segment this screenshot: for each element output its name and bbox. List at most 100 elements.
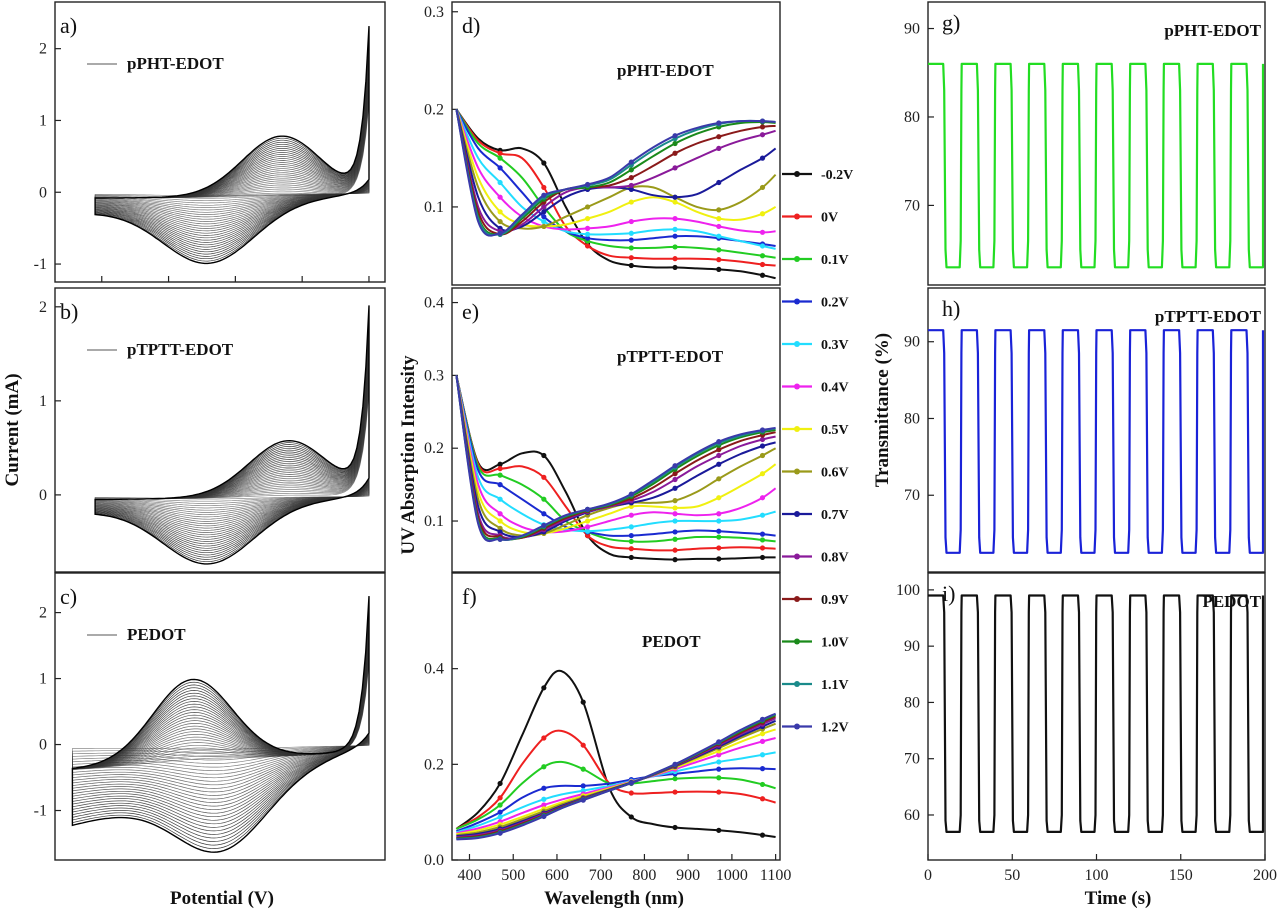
marker-0V bbox=[672, 547, 678, 553]
marker-0.5V bbox=[628, 199, 634, 205]
series-0.8V bbox=[455, 375, 776, 540]
marker-0.9V bbox=[759, 124, 766, 130]
marker-0.7V bbox=[716, 179, 722, 186]
x-tick-label: 900 bbox=[676, 867, 700, 884]
legend: -0.2V 0V 0.1V 0.2V 0.3V 0.4V 0.5V 0.6V 0.7V 0.8V 0… bbox=[782, 168, 853, 736]
legend-marker bbox=[794, 511, 800, 517]
marker-0.7V bbox=[759, 443, 766, 449]
panel-label: PEDOT bbox=[642, 632, 701, 651]
marker-0.4V bbox=[716, 752, 722, 758]
marker-0.5V bbox=[497, 518, 503, 524]
panel-letter: i) bbox=[942, 581, 955, 606]
marker-0.8V bbox=[716, 145, 722, 151]
marker-0.7V bbox=[672, 194, 678, 200]
marker-1.0V bbox=[672, 140, 678, 147]
x-tick-label: 400 bbox=[457, 867, 481, 884]
marker--0.2V bbox=[628, 814, 634, 820]
y-tick-label: -1 bbox=[34, 256, 47, 273]
panel-i: 60 70 80 90 100 0 50 100 150 200 i) PEDOT bbox=[896, 572, 1277, 884]
marker-0.3V bbox=[541, 218, 547, 225]
cv-cycle-30 bbox=[94, 305, 370, 565]
marker-0.1V bbox=[497, 155, 503, 161]
panel-label: pTPTT-EDOT bbox=[617, 347, 724, 366]
marker-0.7V bbox=[716, 461, 722, 467]
marker--0.2V bbox=[628, 554, 634, 561]
y-tick-label: 0.2 bbox=[424, 440, 444, 457]
marker-0.1V bbox=[716, 247, 722, 253]
legend-marker bbox=[794, 426, 800, 432]
marker-0.3V bbox=[672, 226, 678, 232]
legend-item-1.1V: 1.1V bbox=[821, 678, 849, 693]
y-tick-label: 0.0 bbox=[424, 852, 444, 869]
marker-0.2V bbox=[716, 766, 722, 772]
marker-0.9V bbox=[716, 447, 722, 453]
marker-1.2V bbox=[716, 739, 722, 745]
panel-h: 70 80 90 h) pTPTT-EDOT bbox=[904, 287, 1266, 573]
panel-d: 0.1 0.2 0.3 d) pPHT-EDOT bbox=[424, 1, 781, 286]
series-0.1V bbox=[455, 108, 776, 259]
marker-0V bbox=[759, 545, 766, 551]
marker-0.5V bbox=[716, 216, 722, 222]
panel-letter: f) bbox=[462, 584, 477, 609]
marker-0.5V bbox=[672, 199, 678, 205]
y-tick-label: 0.2 bbox=[424, 756, 444, 773]
marker-0.1V bbox=[541, 764, 547, 770]
y-tick-label: 0 bbox=[39, 184, 47, 201]
legend-label: PEDOT bbox=[127, 625, 186, 644]
legend-item-0.8V: 0.8V bbox=[821, 551, 849, 566]
y-tick-label: 70 bbox=[904, 751, 920, 768]
y-tick-label: 80 bbox=[904, 410, 920, 427]
legend-item-0.9V: 0.9V bbox=[821, 593, 849, 608]
marker-0.2V bbox=[541, 214, 547, 220]
series--0.2V bbox=[455, 375, 776, 561]
axes-frame bbox=[54, 572, 386, 861]
marker--0.2V bbox=[672, 557, 678, 563]
marker-0.1V bbox=[497, 472, 503, 478]
panel-label: pTPTT-EDOT bbox=[1155, 307, 1262, 326]
y-tick-label: 0 bbox=[39, 487, 47, 504]
marker-0.5V bbox=[672, 505, 678, 511]
series-0.3V bbox=[455, 108, 776, 250]
cv-cycle-30 bbox=[71, 596, 370, 853]
marker-0.2V bbox=[497, 482, 503, 488]
marker-1.2V bbox=[716, 120, 722, 126]
panel-letter: a) bbox=[60, 13, 77, 38]
series-1.0V bbox=[455, 375, 776, 541]
marker-0V bbox=[580, 742, 586, 748]
y-tick-label: 2 bbox=[39, 299, 47, 316]
x-tick-label: 1000 bbox=[716, 867, 748, 884]
marker-0.3V bbox=[672, 518, 678, 524]
legend-marker bbox=[794, 681, 800, 687]
panel-label: pPHT-EDOT bbox=[1164, 21, 1261, 40]
marker-1.2V bbox=[497, 830, 503, 836]
marker-0.2V bbox=[716, 528, 722, 534]
transmittance-trace bbox=[928, 594, 1265, 833]
marker-0.5V bbox=[584, 518, 591, 524]
panel-letter: b) bbox=[60, 299, 78, 324]
marker-0.2V bbox=[759, 531, 766, 537]
series--0.2V bbox=[455, 108, 776, 280]
panel-a: -1 0 1 2 pPHT-EDOT a) bbox=[34, 1, 386, 283]
marker-0V bbox=[628, 546, 634, 552]
legend-marker bbox=[794, 468, 800, 475]
marker-0V bbox=[497, 795, 503, 801]
panel-label: PEDOT bbox=[1202, 592, 1261, 611]
series-0.4V bbox=[455, 375, 777, 534]
marker-0.7V bbox=[541, 209, 547, 215]
y-tick-label: 1 bbox=[39, 393, 47, 410]
marker-1.2V bbox=[580, 797, 586, 803]
x-tick-label: 200 bbox=[1253, 867, 1277, 884]
series--0.2V bbox=[455, 669, 776, 838]
marker-0.6V bbox=[497, 525, 503, 531]
x-axis-title-potential: Potential (V) bbox=[170, 888, 274, 909]
y-tick-label: 1 bbox=[39, 112, 47, 129]
transmittance-trace bbox=[928, 62, 1265, 269]
x-tick-label: 150 bbox=[1169, 867, 1193, 884]
marker-0.8V bbox=[672, 476, 678, 483]
x-tick-label: 100 bbox=[1085, 867, 1109, 884]
marker-1.2V bbox=[628, 491, 634, 497]
marker-0.1V bbox=[759, 253, 766, 259]
legend-marker bbox=[794, 298, 800, 305]
marker-0V bbox=[541, 184, 547, 191]
marker-0.1V bbox=[759, 537, 766, 543]
